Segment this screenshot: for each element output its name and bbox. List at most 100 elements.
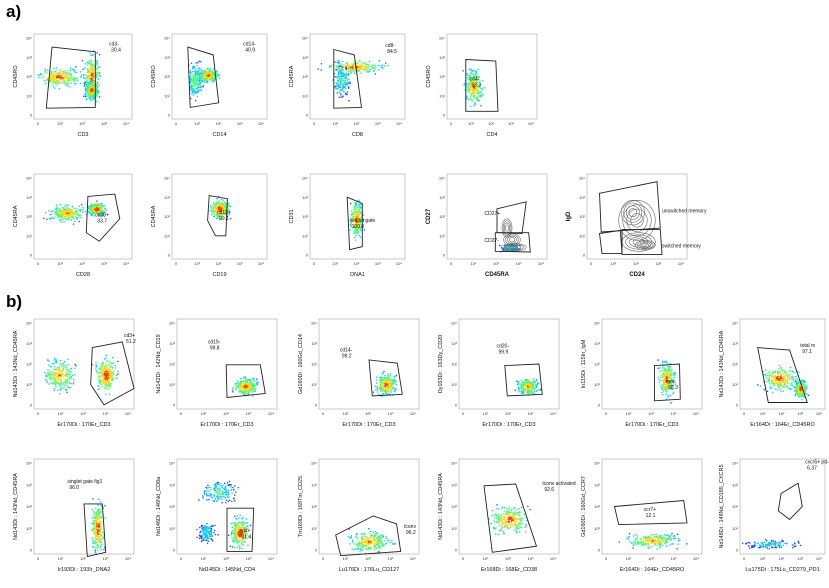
y-tick-label: 10⁴ (439, 36, 445, 41)
event-cloud-1 (195, 67, 221, 84)
x-axis-label: CD8 (352, 132, 363, 138)
x-axis-label: Er170Di : 170Er_CD3 (482, 422, 535, 428)
y-tick-label: 10⁴ (732, 321, 738, 326)
plot-frame (33, 318, 135, 410)
gate-polygon-1 (777, 482, 803, 521)
gate-value-label: 51.2 (126, 339, 136, 345)
y-tick-label: 10³ (732, 482, 738, 487)
gate-name-label: tconv (404, 524, 416, 530)
y-tick-label: 10² (579, 214, 585, 219)
x-tick-label: 10⁴ (410, 411, 416, 416)
event-cloud-2 (87, 200, 107, 217)
gate-name-label: CD27- (485, 238, 500, 244)
gate-name-label: cd14- (243, 42, 256, 48)
y-tick-label: 10¹ (594, 382, 600, 387)
y-axis-label: Nd142Di : 142Nd_CD19 (156, 334, 162, 393)
y-tick-label: 0 (30, 113, 33, 118)
y-tick-label: 10² (439, 214, 445, 219)
x-tick-label: 10² (779, 556, 785, 561)
event-cloud-2 (332, 62, 351, 102)
gate-name-label: igm- (666, 379, 676, 385)
y-tick-label: 10² (594, 362, 600, 367)
x-tick-label: 10³ (103, 411, 109, 416)
y-tick-label: 10² (164, 74, 170, 79)
y-tick-label: 10¹ (26, 382, 32, 387)
x-tick-label: 0 (175, 261, 178, 266)
y-tick-label: 10⁴ (579, 176, 585, 181)
x-tick-label: 10² (648, 556, 654, 561)
x-tick-label: 10⁴ (125, 411, 131, 416)
gate-name-label: cd3+ (124, 333, 135, 339)
plot-panel-a2: cd14- 40.9 0 10¹ 10² 10³ 10⁴ 10⁴ 10³ 10² 10¹ 0 CD14 C… (150, 30, 275, 145)
density-contour (622, 204, 652, 237)
plot-panel-b6: total m 97.1 0 10¹ 10² 10³ 10⁴ 10⁴ 10³ 10² 10¹ 0 Er1… (718, 315, 829, 435)
x-tick-label: 10⁴ (538, 261, 544, 266)
y-tick-label: 0 (30, 253, 33, 258)
y-tick-label: 0 (598, 403, 601, 408)
x-tick-label: 10⁴ (678, 261, 684, 266)
y-axis-label: CD31 (289, 209, 295, 223)
density-contour (628, 208, 638, 218)
y-tick-label: 10² (302, 74, 308, 79)
y-tick-label: 10³ (439, 55, 445, 60)
x-tick-label: 10² (505, 411, 511, 416)
event-cloud-1 (43, 203, 93, 225)
x-tick-label: 10⁴ (396, 261, 402, 266)
density-contour (505, 234, 519, 245)
density-contour (641, 243, 650, 247)
plot-panel-b5: igm- 98.3 0 10¹ 10² 10³ 10⁴ 10⁴ 10³ 10² 10¹ 0 Er170D… (580, 315, 710, 435)
x-tick-label: 10⁴ (816, 411, 822, 416)
plot-svg-b12: cxcr5+ pd-1+6.37 0 10¹ 10² 10³ 10⁴ 10⁴ 10³ 10² 10… (719, 458, 829, 573)
y-axis-label: CD45RO (426, 65, 432, 88)
y-tick-label: 10⁴ (26, 461, 32, 466)
x-axis-label: Er164Di : 164Er_CD45RO (620, 567, 685, 573)
gate-name-label: ccr7+ (644, 507, 656, 513)
plot-svg-a5: cd28+33.7 0 10¹ 10² 10³ 10⁴ 10⁴ 10³ 10² 10¹ 0 CD28 C… (13, 173, 133, 278)
x-tick-label: 0 (743, 411, 746, 416)
y-tick-label: 10³ (169, 482, 175, 487)
y-tick-label: 10⁴ (439, 176, 445, 181)
density-contour (626, 208, 648, 232)
x-tick-label: 10¹ (343, 411, 349, 416)
plot-panel-b7: singlet gate fig1 96.0 0 10¹ 10² 10³ 10⁴ 10⁴ 10³… (12, 455, 142, 580)
x-tick-label: 10⁴ (123, 261, 129, 266)
density-contour (506, 244, 521, 250)
y-axis-label: Nd143Di : 143Nd_CD45RA (13, 473, 19, 540)
x-tick-label: 10³ (528, 556, 534, 561)
event-cloud-1 (44, 357, 77, 395)
x-tick-label: 10¹ (760, 411, 766, 416)
y-tick-label: 10¹ (169, 526, 175, 531)
gate-polygon-1 (465, 59, 499, 112)
x-tick-label: 10¹ (468, 121, 474, 126)
y-axis-label: IgD (566, 211, 572, 221)
x-tick-label: 10³ (797, 556, 803, 561)
y-tick-label: 10⁴ (169, 461, 175, 466)
y-axis-label: Nd148Di : 148Nd_CD185_CXCR5 (719, 464, 725, 548)
y-tick-label: 0 (443, 253, 446, 258)
y-axis-label: Gd160Di : 160Gd_CD14 (298, 334, 304, 394)
event-cloud-2 (228, 514, 252, 550)
gate-name-label: singlet gate (350, 218, 376, 224)
y-tick-label: 0 (306, 113, 309, 118)
x-tick-label: 10² (79, 261, 85, 266)
y-tick-label: 0 (173, 403, 176, 408)
x-tick-label: 10⁴ (550, 556, 556, 561)
density-contour (505, 224, 510, 232)
density-contour (623, 202, 643, 223)
y-tick-label: 10² (451, 362, 457, 367)
x-tick-label: 10³ (508, 121, 514, 126)
gate-name-label: cd8- (385, 43, 395, 49)
y-tick-label: 10¹ (311, 382, 317, 387)
y-tick-label: 10² (732, 504, 738, 509)
y-tick-label: 10⁴ (164, 176, 170, 181)
event-cloud-1 (207, 195, 232, 220)
gate-polygon-1 (45, 46, 96, 109)
gate-polygon-1 (613, 500, 688, 526)
gate-polygon-3 (621, 229, 663, 255)
y-axis-label: Dy163Di : 163Dy_CD20 (438, 335, 444, 394)
gate-polygon-1 (225, 364, 266, 398)
y-tick-label: 0 (598, 548, 601, 553)
gate-value-label: 81.4 (242, 534, 252, 540)
density-contour (620, 199, 645, 226)
plot-frame (446, 33, 538, 120)
